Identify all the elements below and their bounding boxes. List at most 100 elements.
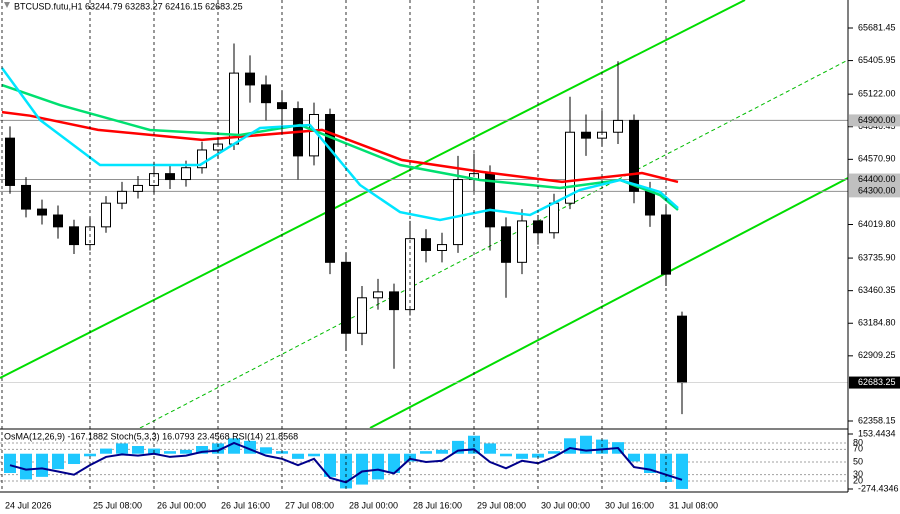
last-price-label: 62683.25 — [858, 377, 896, 387]
osma-bar — [676, 453, 688, 489]
osma-bar — [420, 451, 432, 454]
y-tick-label: 64019.80 — [858, 219, 896, 229]
candle-body — [149, 173, 159, 186]
candle-body — [533, 220, 543, 234]
osma-bar — [324, 453, 336, 477]
osma-bar — [532, 453, 544, 458]
osma-bar — [516, 453, 528, 459]
y2-tick-label: 50 — [853, 456, 863, 466]
osma-bar — [452, 440, 464, 454]
trend-lines — [0, 0, 848, 428]
moving-average — [1, 110, 679, 184]
candle-body — [325, 113, 335, 263]
candle-body — [405, 238, 415, 311]
osma-bar — [436, 449, 448, 454]
osma-bar — [164, 451, 176, 454]
y-tick-label: 62358.15 — [858, 415, 896, 425]
candle-body — [101, 202, 111, 228]
y-tick-label: 65681.45 — [858, 22, 896, 32]
candle-body — [581, 131, 591, 139]
candle-body — [133, 184, 143, 192]
candle-body — [421, 238, 431, 251]
level-tag — [849, 173, 900, 186]
osma-bar — [196, 446, 208, 454]
channel-line — [0, 0, 746, 379]
osma-bar — [356, 453, 368, 485]
candle-body — [165, 173, 175, 181]
osma-bar — [4, 453, 16, 474]
candle-body — [261, 84, 271, 104]
osma-bar — [180, 449, 192, 454]
candle-body — [373, 291, 383, 299]
candle-body — [501, 226, 511, 263]
candle-body — [613, 119, 623, 133]
x-tick-label: 28 Jul 00:00 — [349, 500, 398, 510]
candle-body — [661, 214, 671, 275]
x-tick-label: 26 Jul 16:00 — [221, 500, 270, 510]
moving-average — [0, 67, 679, 222]
y2-tick-label: 30 — [853, 469, 863, 479]
y2-tick-label: 20 — [853, 475, 863, 485]
osma-bar — [132, 446, 144, 454]
candle-body — [677, 315, 687, 384]
y2-tick-label: 80 — [853, 437, 863, 447]
candle-body — [69, 226, 79, 246]
osma-bar — [100, 448, 112, 454]
candle-body — [341, 261, 351, 334]
x-tick-label: 25 Jul 08:00 — [93, 500, 142, 510]
candle-body — [37, 208, 47, 216]
x-tick-label: 28 Jul 16:00 — [413, 500, 462, 510]
candle-body — [629, 119, 639, 192]
y-tick-label: 63735.90 — [858, 252, 896, 262]
candle-body — [21, 184, 31, 210]
candle-body — [181, 167, 191, 181]
last-price-tag — [849, 376, 900, 389]
candle-body — [357, 297, 367, 334]
osma-bar — [68, 453, 80, 465]
candle-body — [245, 72, 255, 86]
chart-title: BTCUSD.futu,H1 63244.79 63283.27 62416.1… — [14, 1, 243, 11]
osma-bar — [500, 453, 512, 457]
symbol-icon — [4, 2, 10, 8]
x-tick-label: 31 Jul 08:00 — [669, 500, 718, 510]
y-tick-label: 63460.35 — [858, 285, 896, 295]
main-plot — [0, 43, 848, 415]
osma-bar — [260, 447, 272, 454]
osma-bar — [308, 453, 320, 457]
level-label: 64900.00 — [858, 115, 896, 125]
candle-body — [117, 190, 127, 204]
channel-line — [369, 177, 848, 428]
candle-body — [53, 214, 63, 228]
y-tick-label: 65405.95 — [858, 55, 896, 65]
x-tick-label: 27 Jul 08:00 — [285, 500, 334, 510]
x-tick-label: 30 Jul 00:00 — [541, 500, 590, 510]
x-tick-label: 29 Jul 08:00 — [477, 500, 526, 510]
level-label: 64400.00 — [858, 174, 896, 184]
y2-tick-label: 70 — [853, 444, 863, 454]
y-tick-label: 64570.90 — [858, 154, 896, 164]
y-tick-label: -274.4346 — [858, 483, 899, 493]
y-tick-label: 62909.25 — [858, 350, 896, 360]
candle-body — [645, 190, 655, 216]
candle-body — [453, 179, 463, 246]
osma-bar — [484, 443, 496, 454]
candle-body — [5, 137, 15, 186]
osma-bar — [372, 453, 384, 480]
candle-body — [565, 131, 575, 204]
osma-bar — [212, 443, 224, 454]
x-tick-label: 24 Jul 2026 — [5, 500, 52, 510]
osma-bar — [388, 453, 400, 474]
candle-body — [517, 220, 527, 263]
osma-bar — [292, 453, 304, 459]
osma-bar — [84, 453, 96, 457]
level-tag — [849, 185, 900, 198]
x-tick-label: 26 Jul 00:00 — [157, 500, 206, 510]
osma-bar — [628, 453, 640, 462]
indicator-title: OsMA(12,26,9) -167.1882 Stoch(5,3,3) 16.… — [4, 431, 298, 441]
osma-bar — [548, 451, 560, 454]
candle-body — [389, 291, 399, 311]
osma-bar — [20, 453, 32, 480]
x-tick-label: 30 Jul 16:00 — [605, 500, 654, 510]
